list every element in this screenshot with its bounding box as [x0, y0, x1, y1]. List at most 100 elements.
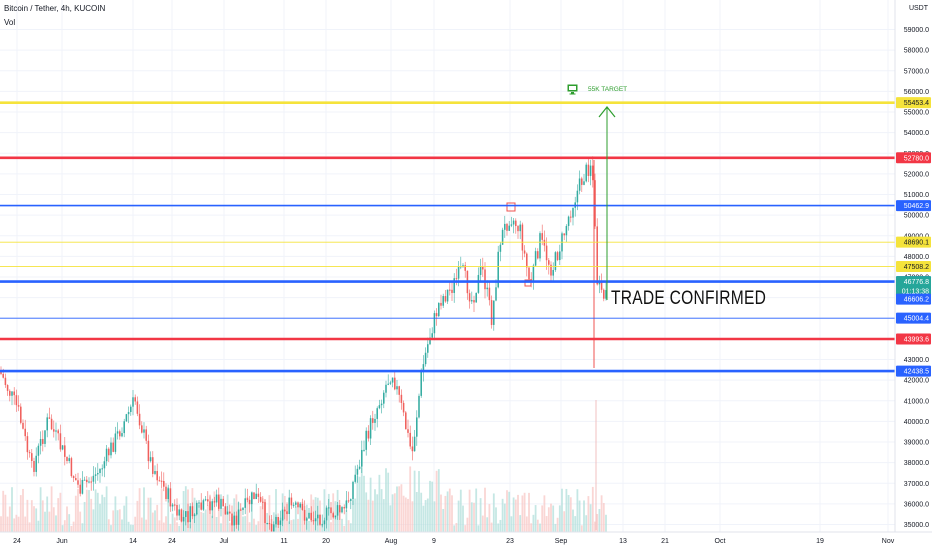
time-tick-label: Jun	[56, 538, 67, 545]
candle-body	[59, 433, 62, 450]
previous-close-badge	[896, 293, 931, 305]
candle-body	[416, 417, 418, 437]
price-level-label: 45004.4	[904, 316, 929, 323]
volume-bar	[121, 519, 123, 532]
volume-bar	[539, 523, 541, 532]
volume-bar	[470, 502, 473, 532]
candle-body	[17, 405, 20, 407]
candle-body	[110, 442, 112, 456]
candle-body	[196, 502, 198, 515]
volume-bar	[151, 512, 154, 532]
volume-bar	[301, 501, 304, 532]
price-tick-label: 41000.0	[904, 398, 929, 405]
candle-body	[64, 445, 66, 457]
target-annotation[interactable]: 55K TARGET	[588, 86, 628, 93]
volume-bar	[261, 498, 264, 532]
candle-body	[105, 448, 108, 462]
volume-bar	[288, 521, 291, 532]
candle-body	[449, 289, 451, 291]
volume-bar	[132, 524, 134, 532]
candle-body	[6, 385, 9, 391]
candle-body	[277, 516, 279, 525]
candle-body	[343, 507, 345, 509]
volume-bar	[118, 509, 121, 532]
candle-body	[517, 226, 519, 232]
volume-bar	[24, 516, 27, 532]
candle-body	[281, 509, 284, 521]
volume-bar	[50, 486, 53, 532]
candle-body	[231, 513, 233, 526]
volume-bar	[94, 489, 97, 532]
trade-confirmed-annotation[interactable]: TRADE CONFIRMED	[611, 288, 767, 309]
candle-body	[4, 377, 7, 386]
candle-body	[295, 502, 297, 505]
candle-body	[94, 474, 97, 476]
volume-bar	[486, 517, 489, 532]
volume-bar	[107, 519, 110, 532]
volume-bar	[536, 519, 539, 532]
volume-bar	[180, 513, 183, 532]
candle-body	[0, 372, 2, 374]
volume-bar	[136, 500, 139, 532]
candle-body	[506, 223, 508, 231]
candle-body	[433, 313, 436, 334]
candle-body	[202, 500, 205, 510]
candle-body	[169, 488, 172, 507]
volume-bar	[308, 521, 310, 532]
candle-body	[537, 251, 539, 259]
volume-bar	[101, 494, 104, 532]
volume-bar	[248, 522, 251, 532]
candle-body	[358, 466, 361, 469]
time-tick-label: 9	[432, 538, 436, 545]
volume-bar	[376, 494, 379, 532]
candle-body	[81, 479, 84, 494]
candle-body	[347, 500, 350, 502]
price-level-badge	[896, 236, 931, 248]
price-tick-label: 39000.0	[904, 440, 929, 447]
high-marker	[506, 202, 516, 212]
candle-body	[266, 523, 268, 525]
candle-body	[510, 224, 513, 226]
time-tick-label: Jul	[220, 538, 229, 545]
candle-body	[396, 386, 398, 390]
candle-body	[273, 524, 275, 532]
candle-body	[207, 499, 209, 502]
time-tick-label: 14	[129, 538, 137, 545]
candle-body	[90, 481, 92, 483]
volume-indicator-label[interactable]: Vol	[4, 18, 16, 27]
candle-body	[413, 436, 416, 452]
candle-body	[61, 445, 64, 450]
volume-bar	[514, 499, 517, 532]
volume-bar	[138, 488, 141, 532]
volume-bar	[510, 516, 513, 532]
time-tick-label: 24	[168, 538, 176, 545]
volume-bar	[297, 518, 299, 532]
candle-body	[446, 289, 449, 302]
candle-body	[565, 225, 568, 236]
candle-body	[570, 216, 572, 218]
price-level-badge	[896, 365, 931, 377]
volume-bar	[391, 494, 394, 532]
candle-body	[438, 302, 440, 317]
volume-bar	[503, 503, 506, 532]
volume-bar	[213, 491, 216, 532]
time-tick-label: 13	[619, 538, 627, 545]
candle-body	[130, 406, 132, 413]
candle-body	[92, 475, 95, 482]
volume-bar	[90, 498, 93, 532]
volume-bar	[85, 489, 88, 532]
volume-bar	[253, 518, 255, 532]
candle-body	[297, 502, 299, 508]
candle-body	[50, 418, 53, 430]
candle-body	[138, 413, 141, 426]
volume-bar	[57, 498, 60, 532]
candle-body	[605, 290, 607, 299]
candle-body	[325, 507, 328, 521]
candle-body	[559, 251, 561, 261]
candle-body	[321, 524, 323, 526]
candle-body	[587, 164, 590, 176]
price-tick-label: 48000.0	[904, 254, 929, 261]
price-level-badge	[896, 97, 931, 109]
